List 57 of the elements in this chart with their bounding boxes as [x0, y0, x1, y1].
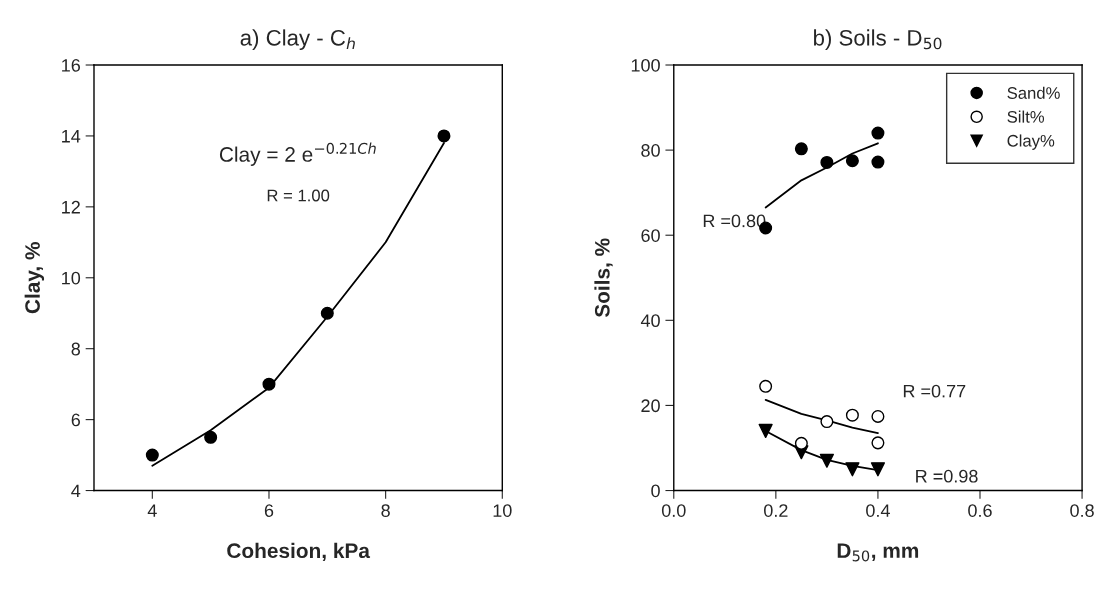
point: [204, 430, 218, 444]
x-tick-label: 0.4: [866, 504, 890, 517]
y-tick-label: 10: [62, 271, 81, 285]
y-tick-label: 20: [641, 399, 660, 413]
y-tick-label: 80: [641, 144, 660, 157]
line-series: [764, 142, 879, 209]
point: [758, 423, 773, 439]
y-tick-label: 16: [62, 58, 81, 72]
x-tick-label: 10: [493, 504, 512, 517]
legend-label: Sand%: [1007, 86, 1060, 99]
y-tick-label: 14: [62, 130, 81, 143]
y-tick-label: 4: [71, 484, 81, 498]
point: [262, 377, 276, 391]
y-axis-title: Soils, %: [594, 238, 613, 318]
y-tick-label: 0: [651, 484, 660, 498]
y-tick-label: 12: [62, 200, 80, 214]
point: [845, 462, 860, 477]
point: [759, 379, 773, 393]
legend-label: Silt%: [1007, 110, 1045, 123]
y-tick-label: 8: [71, 342, 81, 356]
chart-title: a) Clay - C$_{h}$: [240, 29, 355, 51]
y-tick-label: 40: [640, 314, 660, 328]
y-tick-label: 100: [631, 58, 660, 72]
x-tick-label: 8: [381, 504, 390, 517]
point: [320, 306, 334, 320]
point: [870, 462, 886, 477]
point: [845, 408, 859, 422]
x-tick-label: 0.8: [1070, 504, 1094, 517]
point: [871, 409, 885, 423]
x-tick-label: 0.6: [968, 504, 992, 517]
point: [819, 453, 834, 468]
point: [794, 142, 808, 156]
x-tick-label: 0.0: [661, 504, 686, 517]
point: [871, 126, 885, 140]
x-tick-label: 4: [147, 504, 157, 517]
point: [820, 155, 834, 169]
point: [145, 448, 159, 462]
y-axis-title: Clay, %: [24, 242, 45, 314]
point: [794, 436, 808, 450]
x-axis-title: Cohesion, kPa: [227, 542, 371, 562]
annotation: Clay = 2 e$^{−0.21Ch}$: [219, 142, 376, 166]
x-tick-label: 0.2: [764, 504, 788, 517]
annotation: R =0.98: [916, 469, 978, 483]
legend-label: Clay%: [1007, 134, 1055, 150]
chart-title: b) Soils - D$_{50}$: [814, 29, 942, 51]
annotation: R =0.77: [903, 384, 966, 398]
point: [871, 436, 885, 450]
point: [845, 154, 859, 168]
point: [437, 129, 451, 143]
y-tick-label: 6: [71, 413, 81, 427]
line-series: [764, 398, 879, 434]
point: [820, 415, 834, 429]
x-axis-title: D$_{50}$, mm: [837, 543, 919, 562]
y-tick-label: 60: [641, 229, 660, 242]
point: [871, 155, 885, 169]
x-tick-label: 6: [264, 504, 274, 517]
annotation: R = 1.00: [267, 189, 330, 202]
